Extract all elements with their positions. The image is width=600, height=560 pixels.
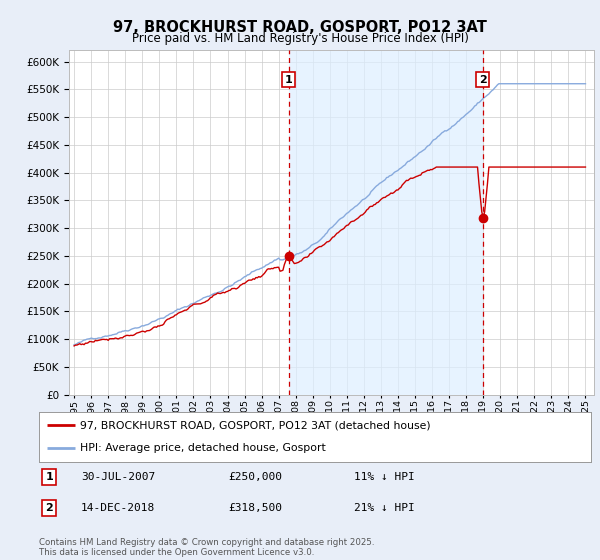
- Text: £250,000: £250,000: [228, 472, 282, 482]
- Text: 2: 2: [479, 74, 487, 85]
- Text: £318,500: £318,500: [228, 503, 282, 513]
- Bar: [289, 50, 482, 395]
- Text: 97, BROCKHURST ROAD, GOSPORT, PO12 3AT (detached house): 97, BROCKHURST ROAD, GOSPORT, PO12 3AT (…: [80, 420, 431, 430]
- Text: Contains HM Land Registry data © Crown copyright and database right 2025.
This d: Contains HM Land Registry data © Crown c…: [39, 538, 374, 557]
- Text: 1: 1: [46, 472, 53, 482]
- Text: HPI: Average price, detached house, Gosport: HPI: Average price, detached house, Gosp…: [80, 444, 326, 454]
- Text: Price paid vs. HM Land Registry's House Price Index (HPI): Price paid vs. HM Land Registry's House …: [131, 32, 469, 45]
- Text: 2: 2: [46, 503, 53, 513]
- Text: 97, BROCKHURST ROAD, GOSPORT, PO12 3AT: 97, BROCKHURST ROAD, GOSPORT, PO12 3AT: [113, 20, 487, 35]
- Text: 30-JUL-2007: 30-JUL-2007: [81, 472, 155, 482]
- Text: 14-DEC-2018: 14-DEC-2018: [81, 503, 155, 513]
- Text: 11% ↓ HPI: 11% ↓ HPI: [354, 472, 415, 482]
- Text: 21% ↓ HPI: 21% ↓ HPI: [354, 503, 415, 513]
- Text: 1: 1: [284, 74, 292, 85]
